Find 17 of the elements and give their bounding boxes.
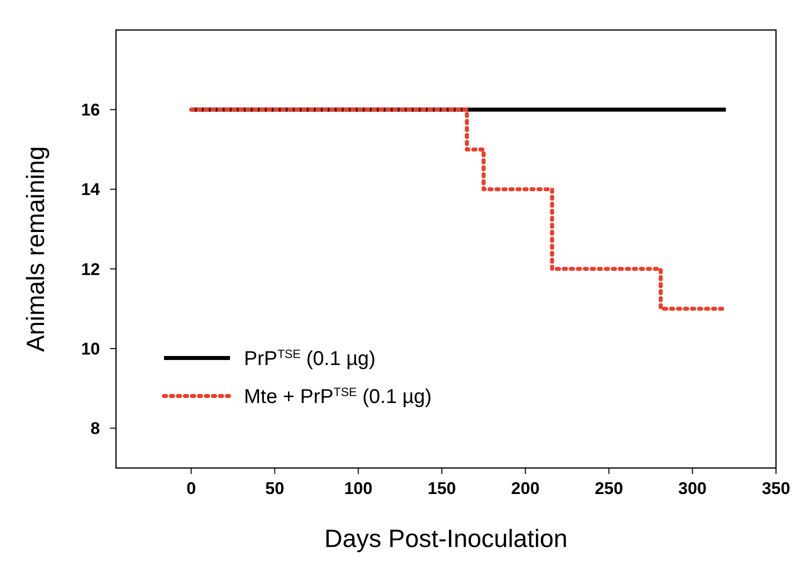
x-tick-label: 350	[762, 479, 790, 498]
y-tick-label: 14	[81, 180, 101, 200]
y-tick-label: 10	[81, 339, 100, 358]
y-axis-title: Animals remaining	[22, 146, 50, 352]
x-tick-label: 0	[186, 479, 196, 498]
x-tick-label: 100	[344, 479, 372, 498]
y-tick-label: 8	[90, 419, 100, 438]
x-tick-label: 150	[428, 479, 456, 498]
x-tick-label: 50	[265, 479, 284, 498]
legend-label: Mte + PrP$^{TSE}$ (0.1 µg)	[244, 385, 432, 408]
x-axis-title: Days Post-Inoculation	[324, 525, 568, 553]
legend-label: PrP$^{TSE}$ (0.1 µg)	[244, 347, 376, 370]
y-tick-label: 12	[81, 260, 100, 279]
y-tick-label: 16	[81, 100, 100, 120]
x-tick-label: 300	[678, 479, 707, 498]
x-tick-label: 250	[594, 479, 624, 498]
x-tick-label: 200	[511, 479, 540, 498]
